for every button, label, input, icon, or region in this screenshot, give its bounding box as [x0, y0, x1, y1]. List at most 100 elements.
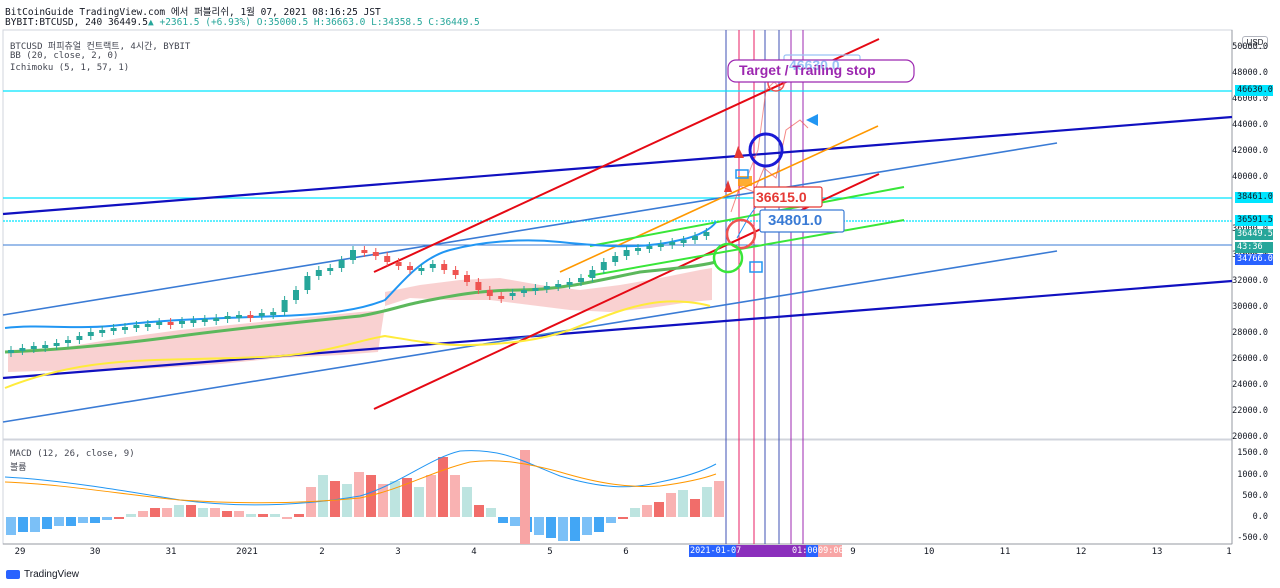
symbol-info: BYBIT:BTCUSD, 240 36449.5▲ +2361.5 (+6.9…: [5, 17, 480, 28]
price-axis-label: 48000.0: [1232, 68, 1268, 78]
candle: [281, 300, 288, 312]
candle: [498, 296, 505, 299]
candle: [532, 288, 539, 291]
macd-pane-frame: [2, 439, 1233, 545]
candle: [623, 250, 630, 256]
publish-info: BitCoinGuide TradingView.com 에서 퍼블리쉬, 1월…: [5, 7, 381, 18]
price-axis-label: 42000.0: [1232, 146, 1268, 156]
line-green-top[interactable]: [589, 186, 905, 247]
candle: [543, 286, 550, 289]
price-tag: 36449.5: [1235, 229, 1273, 240]
time-axis-label: 2021: [236, 547, 258, 557]
candle: [156, 322, 163, 325]
macd-axis-label: 1500.0: [1237, 448, 1268, 458]
macd-bar: [702, 487, 712, 517]
candle: [167, 322, 174, 325]
ghost-level-label: 46630.0: [789, 57, 840, 73]
time-axis-label: 4: [471, 547, 477, 557]
time-axis-label: 1: [1226, 547, 1232, 557]
level-red-label[interactable]: 36615.0: [756, 189, 807, 205]
price-axis-label: 22000.0: [1232, 406, 1268, 416]
macd-bar: [510, 517, 520, 526]
macd-bar: [6, 517, 16, 535]
symbol-line: BYBIT:BTCUSD, 240 36449.5: [5, 17, 148, 28]
target-box[interactable]: [727, 59, 915, 83]
macd-bar: [426, 475, 436, 517]
up-arrow-icon: ▲: [148, 17, 154, 28]
level-red-box[interactable]: [753, 186, 823, 208]
candle: [692, 236, 698, 240]
candle: [441, 264, 448, 270]
time-axis-label: 10: [923, 547, 935, 557]
candle: [19, 348, 26, 351]
macd-axis-label: 1000.0: [1237, 470, 1268, 480]
macd-bar: [354, 472, 364, 517]
macd-bar: [258, 514, 268, 517]
target-label[interactable]: Target / Trailing stop: [739, 62, 876, 78]
channel-blue-top[interactable]: [2, 115, 1233, 216]
tradingview-icon: [6, 570, 20, 579]
macd-bar: [678, 490, 688, 517]
time-axis-label: 12: [1075, 547, 1087, 557]
level-blue-box[interactable]: [759, 209, 845, 233]
candle: [338, 260, 345, 268]
time-axis-label: 9: [850, 547, 856, 557]
candle: [612, 256, 619, 262]
time-axis-label: 3: [395, 547, 401, 557]
candle: [53, 343, 60, 346]
channel-orange[interactable]: [559, 125, 879, 273]
macd-bar: [126, 514, 136, 517]
projection-drawings[interactable]: [712, 74, 818, 274]
macd-bar: [102, 517, 112, 520]
time-axis-label: 11: [999, 547, 1011, 557]
candles: [8, 228, 710, 357]
candle: [65, 340, 71, 343]
price-axis-label: 46000.0: [1232, 94, 1268, 104]
ichimoku-legend: Ichimoku (5, 1, 57, 1): [10, 63, 130, 73]
macd-axis-label: 0.0: [1252, 512, 1268, 522]
macd-bar: [234, 511, 244, 517]
signal-line: [4, 460, 717, 504]
price-tag: 38461.0: [1235, 192, 1273, 203]
ichimoku-cloud: [8, 268, 712, 372]
bb-legend: BB (20, close, 2, 0): [10, 51, 119, 61]
price-axis-label: 44000.0: [1232, 120, 1268, 130]
candle: [247, 315, 254, 318]
price-axis-label: 50000.0: [1232, 42, 1268, 52]
macd-bar: [330, 481, 340, 517]
volume-legend: 볼륨: [10, 463, 27, 473]
macd-bar: [642, 505, 652, 517]
tradingview-logo[interactable]: TradingView: [6, 569, 79, 580]
candle: [201, 319, 208, 322]
candle: [669, 242, 676, 245]
time-highlight-right: 01:00: [792, 546, 818, 556]
currency-button[interactable]: USD: [1242, 36, 1268, 49]
candle: [646, 246, 653, 249]
macd-bar: [366, 475, 376, 517]
channel-blue-bottom[interactable]: [2, 279, 1233, 380]
candle: [258, 313, 265, 316]
channel-lightblue-top[interactable]: [2, 142, 1058, 316]
macd-bar: [150, 508, 160, 517]
candle: [361, 250, 368, 253]
bb-middle: [4, 260, 717, 354]
macd-bar: [186, 505, 196, 517]
candle: [555, 284, 562, 287]
level-blue-label[interactable]: 34801.0: [768, 212, 823, 229]
candle: [680, 240, 687, 243]
macd-bar: [78, 517, 88, 523]
time-highlight-extra: 09:00: [818, 546, 844, 556]
candle: [236, 315, 242, 318]
macd-bar: [390, 481, 400, 517]
macd-bar: [690, 499, 700, 517]
time-axis-label: 29: [14, 547, 26, 557]
candle: [566, 282, 573, 285]
candle: [99, 330, 106, 333]
candle: [589, 270, 596, 278]
candle: [703, 232, 710, 236]
candle: [521, 290, 527, 293]
candle: [315, 270, 322, 276]
macd-bar: [174, 505, 184, 517]
price-tag: 36591.5: [1235, 215, 1273, 226]
